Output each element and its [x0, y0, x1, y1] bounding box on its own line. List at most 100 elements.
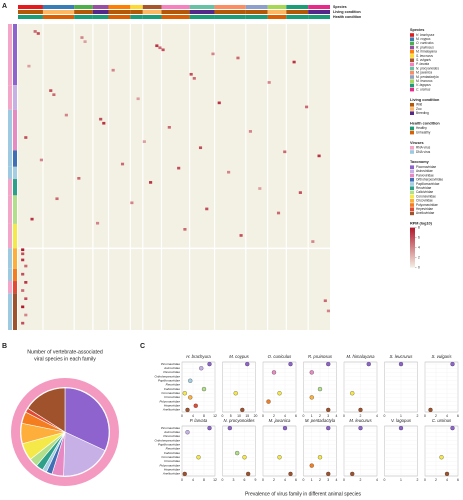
- heatmap-cell: [49, 89, 53, 92]
- heatmap-cell: [120, 162, 125, 166]
- heatmap-cell: [21, 272, 25, 276]
- legend-swatch: [410, 150, 414, 154]
- legend-label: Wild: [416, 103, 422, 107]
- legend-label: Hepeviridae: [416, 207, 433, 211]
- y-tick-label: Papillomaviridae: [158, 443, 180, 447]
- legend-swatch: [410, 169, 414, 174]
- legend-swatch: [410, 211, 414, 216]
- dot: [366, 361, 371, 367]
- x-tick-label: 4: [192, 478, 194, 482]
- taxonomy-bar: [13, 293, 17, 330]
- heatmap-cell: [248, 130, 252, 133]
- plot-frame: [262, 361, 297, 413]
- heatmap-cell: [323, 299, 327, 303]
- heatmap-cell: [24, 264, 28, 268]
- dot: [207, 425, 212, 431]
- dot: [277, 455, 282, 460]
- legend-label: S. vulgaris: [416, 58, 431, 62]
- virus-bar: [8, 248, 12, 269]
- dot: [288, 471, 293, 477]
- legend-swatch: [410, 62, 414, 67]
- heatmap-cell: [149, 181, 153, 184]
- y-tick-label: Caliciviridae: [164, 387, 181, 391]
- plot-title: C. ursinus: [432, 418, 452, 423]
- dot: [428, 407, 433, 413]
- dot: [288, 361, 293, 367]
- dot: [277, 391, 282, 396]
- heatmap-cell: [217, 101, 221, 105]
- legend-label: S. leucrurus: [416, 54, 433, 58]
- scale-tick-label: 6: [418, 235, 420, 239]
- heatmap-cell: [21, 321, 25, 325]
- annotation-title: Living condition: [333, 10, 361, 14]
- heatmap-cell: [311, 240, 315, 243]
- heatmap-background: [18, 24, 330, 330]
- taxonomy-bar: [13, 109, 17, 151]
- legend-swatch: [410, 190, 414, 195]
- heatmap-cell: [30, 217, 34, 221]
- legend-title: Viruses: [410, 141, 424, 145]
- dot: [196, 455, 201, 460]
- dot: [326, 361, 331, 367]
- scale-tick-label: 4: [418, 245, 420, 249]
- plot-title: R. pruinosus: [308, 354, 333, 359]
- legend-swatch: [410, 207, 414, 211]
- virus-bar: [8, 281, 12, 294]
- x-tick-label: 0: [303, 414, 305, 418]
- legend-swatch: [410, 37, 414, 41]
- y-tick-label: Orthoherpesviridae: [154, 374, 180, 378]
- x-tick-label: 0: [181, 478, 183, 482]
- heatmap-cell: [192, 77, 196, 80]
- legend-label: M. himalayana: [416, 50, 437, 54]
- living-bar: [308, 10, 330, 14]
- y-tick-label: Picornaviridae: [161, 426, 180, 430]
- y-tick-label: Coronaviridae: [161, 455, 180, 459]
- x-tick-label: 1: [311, 414, 313, 418]
- heatmap-cell: [111, 68, 115, 72]
- dot: [246, 471, 251, 477]
- y-tick-label: Reoviridae: [166, 447, 181, 451]
- color-scale: [410, 227, 415, 268]
- species-bar: [267, 5, 287, 9]
- virus-bar: [8, 24, 12, 86]
- taxonomy-bar: [13, 179, 17, 196]
- heatmap-cell: [211, 52, 215, 56]
- panel-label: A: [2, 3, 7, 10]
- health-bar: [308, 15, 330, 19]
- heatmap-cell: [326, 309, 330, 313]
- legend-label: Reoviridae: [416, 186, 431, 190]
- dot: [185, 407, 190, 413]
- x-tick-label: 4: [284, 478, 286, 482]
- living-bar: [42, 10, 75, 14]
- heatmap-cell: [21, 305, 25, 309]
- annotation-title: Species: [333, 5, 347, 9]
- species-bar: [142, 5, 162, 9]
- pie-slice: [63, 431, 106, 477]
- y-tick-label: Circoviridae: [164, 459, 180, 463]
- x-tick-label: 0: [424, 414, 426, 418]
- living-bar: [108, 10, 131, 14]
- dot: [317, 386, 323, 392]
- dot: [233, 391, 238, 396]
- heatmap-cell: [39, 158, 43, 162]
- legend-label: Astroviridae: [416, 169, 433, 173]
- living-bar: [245, 10, 268, 14]
- living-bar: [189, 10, 215, 14]
- legend-title: Taxonomy: [410, 160, 430, 164]
- x-tick-label: 0: [222, 478, 224, 482]
- dot: [358, 407, 363, 413]
- health-bar: [42, 15, 75, 19]
- y-tick-label: Polyomaviridae: [159, 463, 180, 467]
- legend-swatch: [410, 41, 414, 46]
- dot: [245, 361, 250, 367]
- dot: [358, 425, 363, 431]
- species-bar: [130, 5, 143, 9]
- heatmap-cell: [239, 234, 243, 237]
- plot-title: V. lagopus: [391, 418, 412, 423]
- heatmap-cell: [102, 121, 106, 125]
- legend-swatch: [410, 50, 414, 54]
- heatmap-cell: [24, 313, 28, 317]
- dot: [271, 370, 277, 375]
- plot-title: O. cuniculus: [268, 354, 292, 359]
- x-tick-label: 6: [295, 478, 297, 482]
